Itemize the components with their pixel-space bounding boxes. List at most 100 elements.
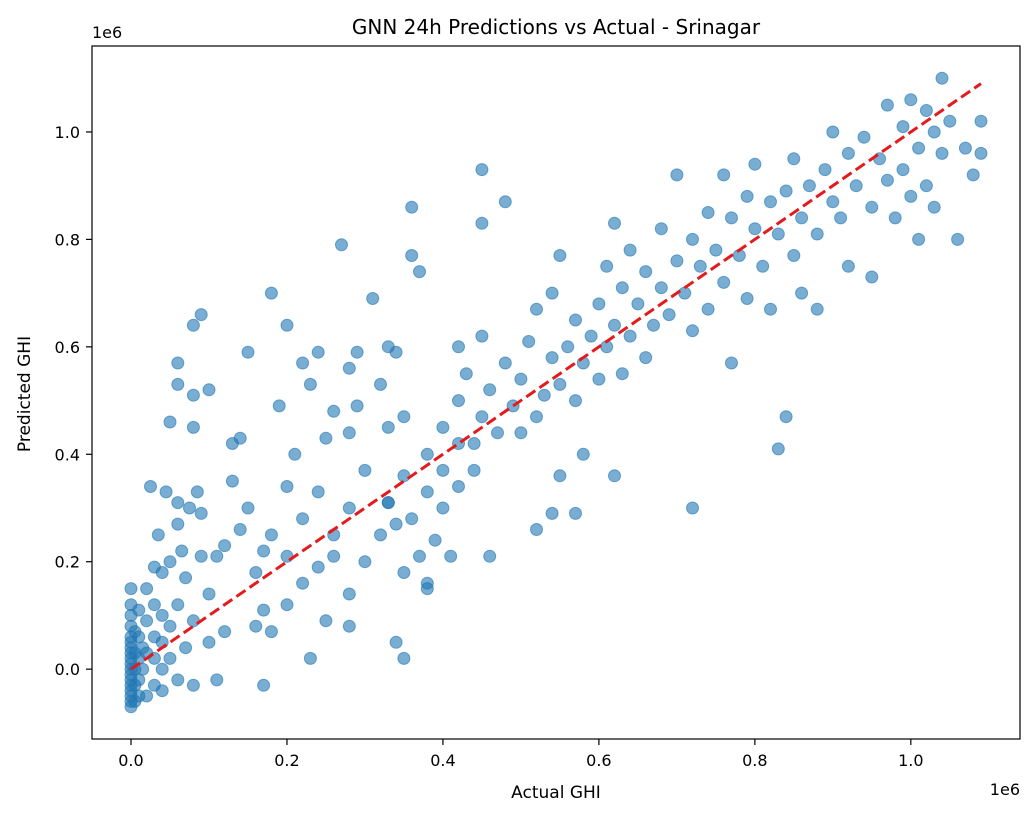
scatter-point [771,227,785,241]
scatter-point [194,506,208,520]
scatter-point [171,517,185,531]
scatter-point [725,211,738,225]
scatter-point [662,308,676,322]
scatter-point [171,673,185,687]
scatter-point [904,93,918,107]
scatter-point [397,566,411,579]
scatter-point [467,437,481,450]
x-tick-label: 1.0 [898,751,923,770]
scatter-point [639,351,653,365]
scatter-point [186,678,200,692]
scatter-point [467,463,481,477]
scatter-point [545,351,559,365]
scatter-point [569,313,582,327]
scatter-point [366,292,380,305]
scatter-point [764,302,777,316]
scatter-point [186,614,200,628]
scatter-point [186,420,200,434]
scatter-point [880,173,894,187]
scatter-point [701,206,715,219]
scatter-point [413,265,426,279]
scatter-point [420,447,434,461]
scatter-point [764,195,777,209]
scatter-point [841,146,855,160]
scatter-point [880,98,894,112]
scatter-point [140,689,154,703]
scatter-point [686,501,699,515]
scatter-point [717,168,731,182]
scatter-point [498,356,512,370]
scatter-point [654,222,668,236]
scatter-point [163,415,177,429]
scatter-point [795,211,809,225]
scatter-point [475,329,489,343]
scatter-point [647,318,660,332]
y-tick-label: 0.8 [55,230,80,249]
scatter-point [670,254,684,268]
scatter-point [147,598,161,612]
x-axis-label: Actual GHI [511,783,601,803]
scatter-point [483,383,497,397]
scatter-point [140,582,154,596]
scatter-point [826,195,840,209]
y-tick-label: 0.2 [55,553,80,572]
scatter-point [124,582,138,596]
y-axis-ticks: 0.0 0.2 0.4 0.6 0.8 1.0 [55,123,92,679]
scatter-point [553,377,567,391]
scatter-point [771,442,785,456]
scatter-point [452,340,465,354]
scatter-point [296,512,310,526]
scatter-point [974,114,988,128]
scatter-point [140,614,154,628]
reference-line [130,82,982,671]
scatter-point [943,114,957,128]
scatter-point [865,200,879,214]
scatter-point [686,232,699,246]
scatter-point [218,539,232,553]
scatter-point [514,372,528,386]
scatter-point [436,463,450,477]
data-points [124,71,988,714]
scatter-point [420,485,434,499]
scatter-point [303,377,317,391]
scatter-point [912,232,926,246]
scatter-point [194,549,208,563]
scatter-point [553,249,567,262]
scatter-point [389,517,403,531]
scatter-point [257,678,271,692]
scatter-point [163,651,177,665]
x-tick-label: 0.0 [118,751,143,770]
scatter-point [553,469,567,483]
scatter-point [810,227,824,241]
scatter-point [233,431,247,445]
x-tick-label: 0.4 [430,751,455,770]
scatter-point [241,345,255,359]
scatter-point [374,528,387,542]
scatter-point [202,635,216,649]
scatter-point [159,485,173,499]
scatter-point [342,619,356,633]
scatter-point [748,157,762,171]
scatter-point [171,356,185,370]
scatter-point [155,566,169,579]
reference-line-group [130,82,982,671]
scatter-point [350,345,364,359]
scatter-point [639,265,653,279]
scatter-point [974,146,988,160]
scatter-point [608,216,621,230]
scatter-point [919,104,933,117]
scatter-point [927,200,941,214]
x-tick-label: 0.2 [274,751,299,770]
scatter-point [171,377,185,391]
scatter-point [163,555,177,569]
y-tick-label: 1.0 [55,123,80,142]
scatter-point [958,141,972,155]
scatter-point [498,195,512,209]
scatter-point [132,630,146,644]
scatter-point [327,404,341,418]
scatter-point [311,485,325,499]
scatter-point [670,168,684,182]
scatter-point [561,340,575,354]
scatter-point [210,549,224,563]
x-tick-label: 0.6 [586,751,611,770]
